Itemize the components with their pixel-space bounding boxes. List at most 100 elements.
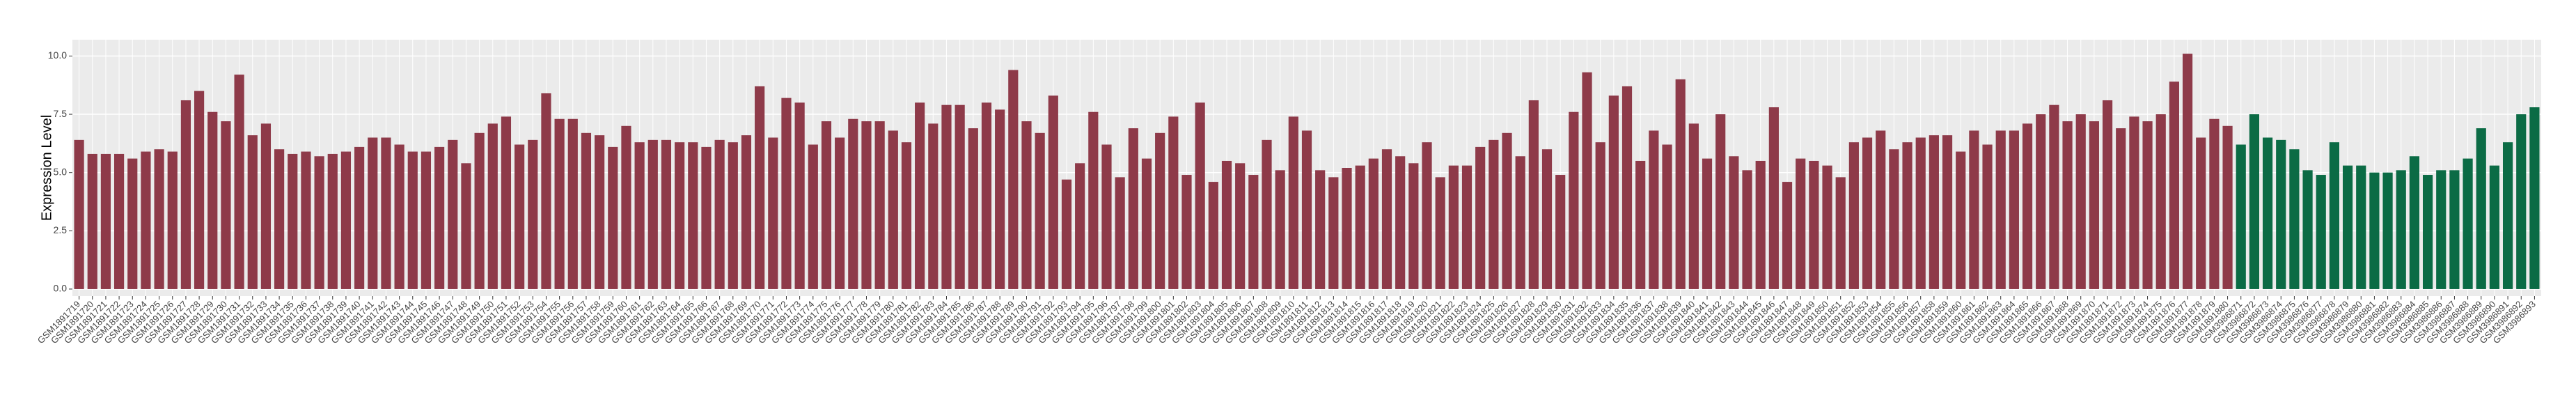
- bar: [2382, 172, 2393, 289]
- bar: [2209, 118, 2220, 289]
- bar: [2129, 116, 2139, 289]
- bar: [2222, 125, 2233, 289]
- bar: [1301, 130, 1312, 289]
- bar: [1181, 175, 1192, 289]
- bar: [340, 151, 352, 289]
- bar: [1262, 139, 1272, 289]
- y-tick-label: 5.0: [54, 166, 68, 177]
- bar: [2396, 170, 2406, 289]
- bar: [87, 153, 97, 289]
- bar: [2476, 128, 2486, 289]
- bar: [2022, 123, 2033, 289]
- bar: [581, 132, 592, 289]
- bar: [2182, 54, 2193, 289]
- bar: [2009, 130, 2019, 289]
- bar: [154, 149, 164, 289]
- bar: [487, 123, 498, 289]
- bar: [1208, 182, 1218, 289]
- bar: [221, 121, 231, 289]
- bar: [1969, 130, 1979, 289]
- bar: [1675, 79, 1686, 289]
- bar: [2036, 114, 2046, 289]
- bar: [1742, 170, 1752, 289]
- bar: [2449, 170, 2460, 289]
- bar: [2356, 165, 2366, 289]
- bar: [714, 139, 725, 289]
- y-axis-label: Expression Level: [39, 115, 54, 221]
- bar: [835, 137, 845, 289]
- bar: [781, 98, 792, 289]
- bar: [207, 111, 218, 289]
- bar: [2516, 114, 2527, 289]
- bar: [1929, 135, 1939, 289]
- bar: [915, 102, 925, 289]
- bar: [1275, 170, 1285, 289]
- bar: [2489, 165, 2500, 289]
- bar: [1915, 137, 1926, 289]
- bar: [995, 109, 1005, 289]
- bar: [1688, 123, 1699, 289]
- bar: [981, 102, 992, 289]
- bar: [1621, 86, 1633, 289]
- bar: [247, 135, 258, 289]
- bar: [1035, 132, 1045, 289]
- bar: [755, 86, 765, 289]
- bar: [941, 104, 952, 289]
- bar: [808, 144, 818, 289]
- bar: [1328, 177, 1339, 289]
- bar: [1088, 111, 1099, 289]
- bar: [301, 151, 311, 289]
- bar: [1902, 142, 1913, 289]
- bar: [1408, 163, 1419, 289]
- y-tick-label: 0.0: [54, 283, 68, 294]
- bar: [1555, 175, 1566, 289]
- bar: [2102, 100, 2113, 289]
- bar: [1021, 121, 1032, 289]
- bar: [1582, 72, 1592, 289]
- bar: [421, 151, 432, 289]
- bar: [1101, 144, 1112, 289]
- bar: [260, 123, 272, 289]
- bar: [821, 121, 832, 289]
- bar: [608, 146, 618, 289]
- bar: [634, 142, 645, 289]
- bar: [100, 153, 111, 289]
- bar: [2276, 139, 2286, 289]
- bar: [434, 146, 445, 289]
- bar: [2249, 114, 2259, 289]
- bar: [1942, 135, 1953, 289]
- bar: [1515, 156, 1525, 289]
- bar: [1982, 144, 1993, 289]
- bar: [1782, 182, 1793, 289]
- bar: [968, 128, 978, 289]
- bar: [874, 121, 885, 289]
- bar: [1048, 95, 1058, 289]
- bar: [327, 153, 338, 289]
- bar: [1768, 107, 1779, 289]
- bar: [1876, 130, 1886, 289]
- bar: [1115, 177, 1125, 289]
- bar: [794, 102, 805, 289]
- bar: [2436, 170, 2447, 289]
- bar: [2142, 121, 2153, 289]
- bar: [2262, 137, 2273, 289]
- bar: [1395, 156, 1406, 289]
- bar: [1235, 163, 1246, 289]
- bar: [554, 118, 565, 289]
- bar: [1195, 102, 1205, 289]
- bar: [2075, 114, 2086, 289]
- bar: [1862, 137, 1873, 289]
- bar: [1381, 149, 1392, 289]
- bar: [354, 146, 365, 289]
- bar: [888, 130, 898, 289]
- bar: [901, 142, 912, 289]
- bar: [2502, 142, 2513, 289]
- bar: [2169, 81, 2179, 289]
- bar: [274, 149, 285, 289]
- bar: [2196, 137, 2206, 289]
- bar: [2155, 114, 2166, 289]
- bar: [1435, 177, 1445, 289]
- bar: [701, 146, 712, 289]
- bar: [515, 144, 525, 289]
- bar: [1489, 139, 1499, 289]
